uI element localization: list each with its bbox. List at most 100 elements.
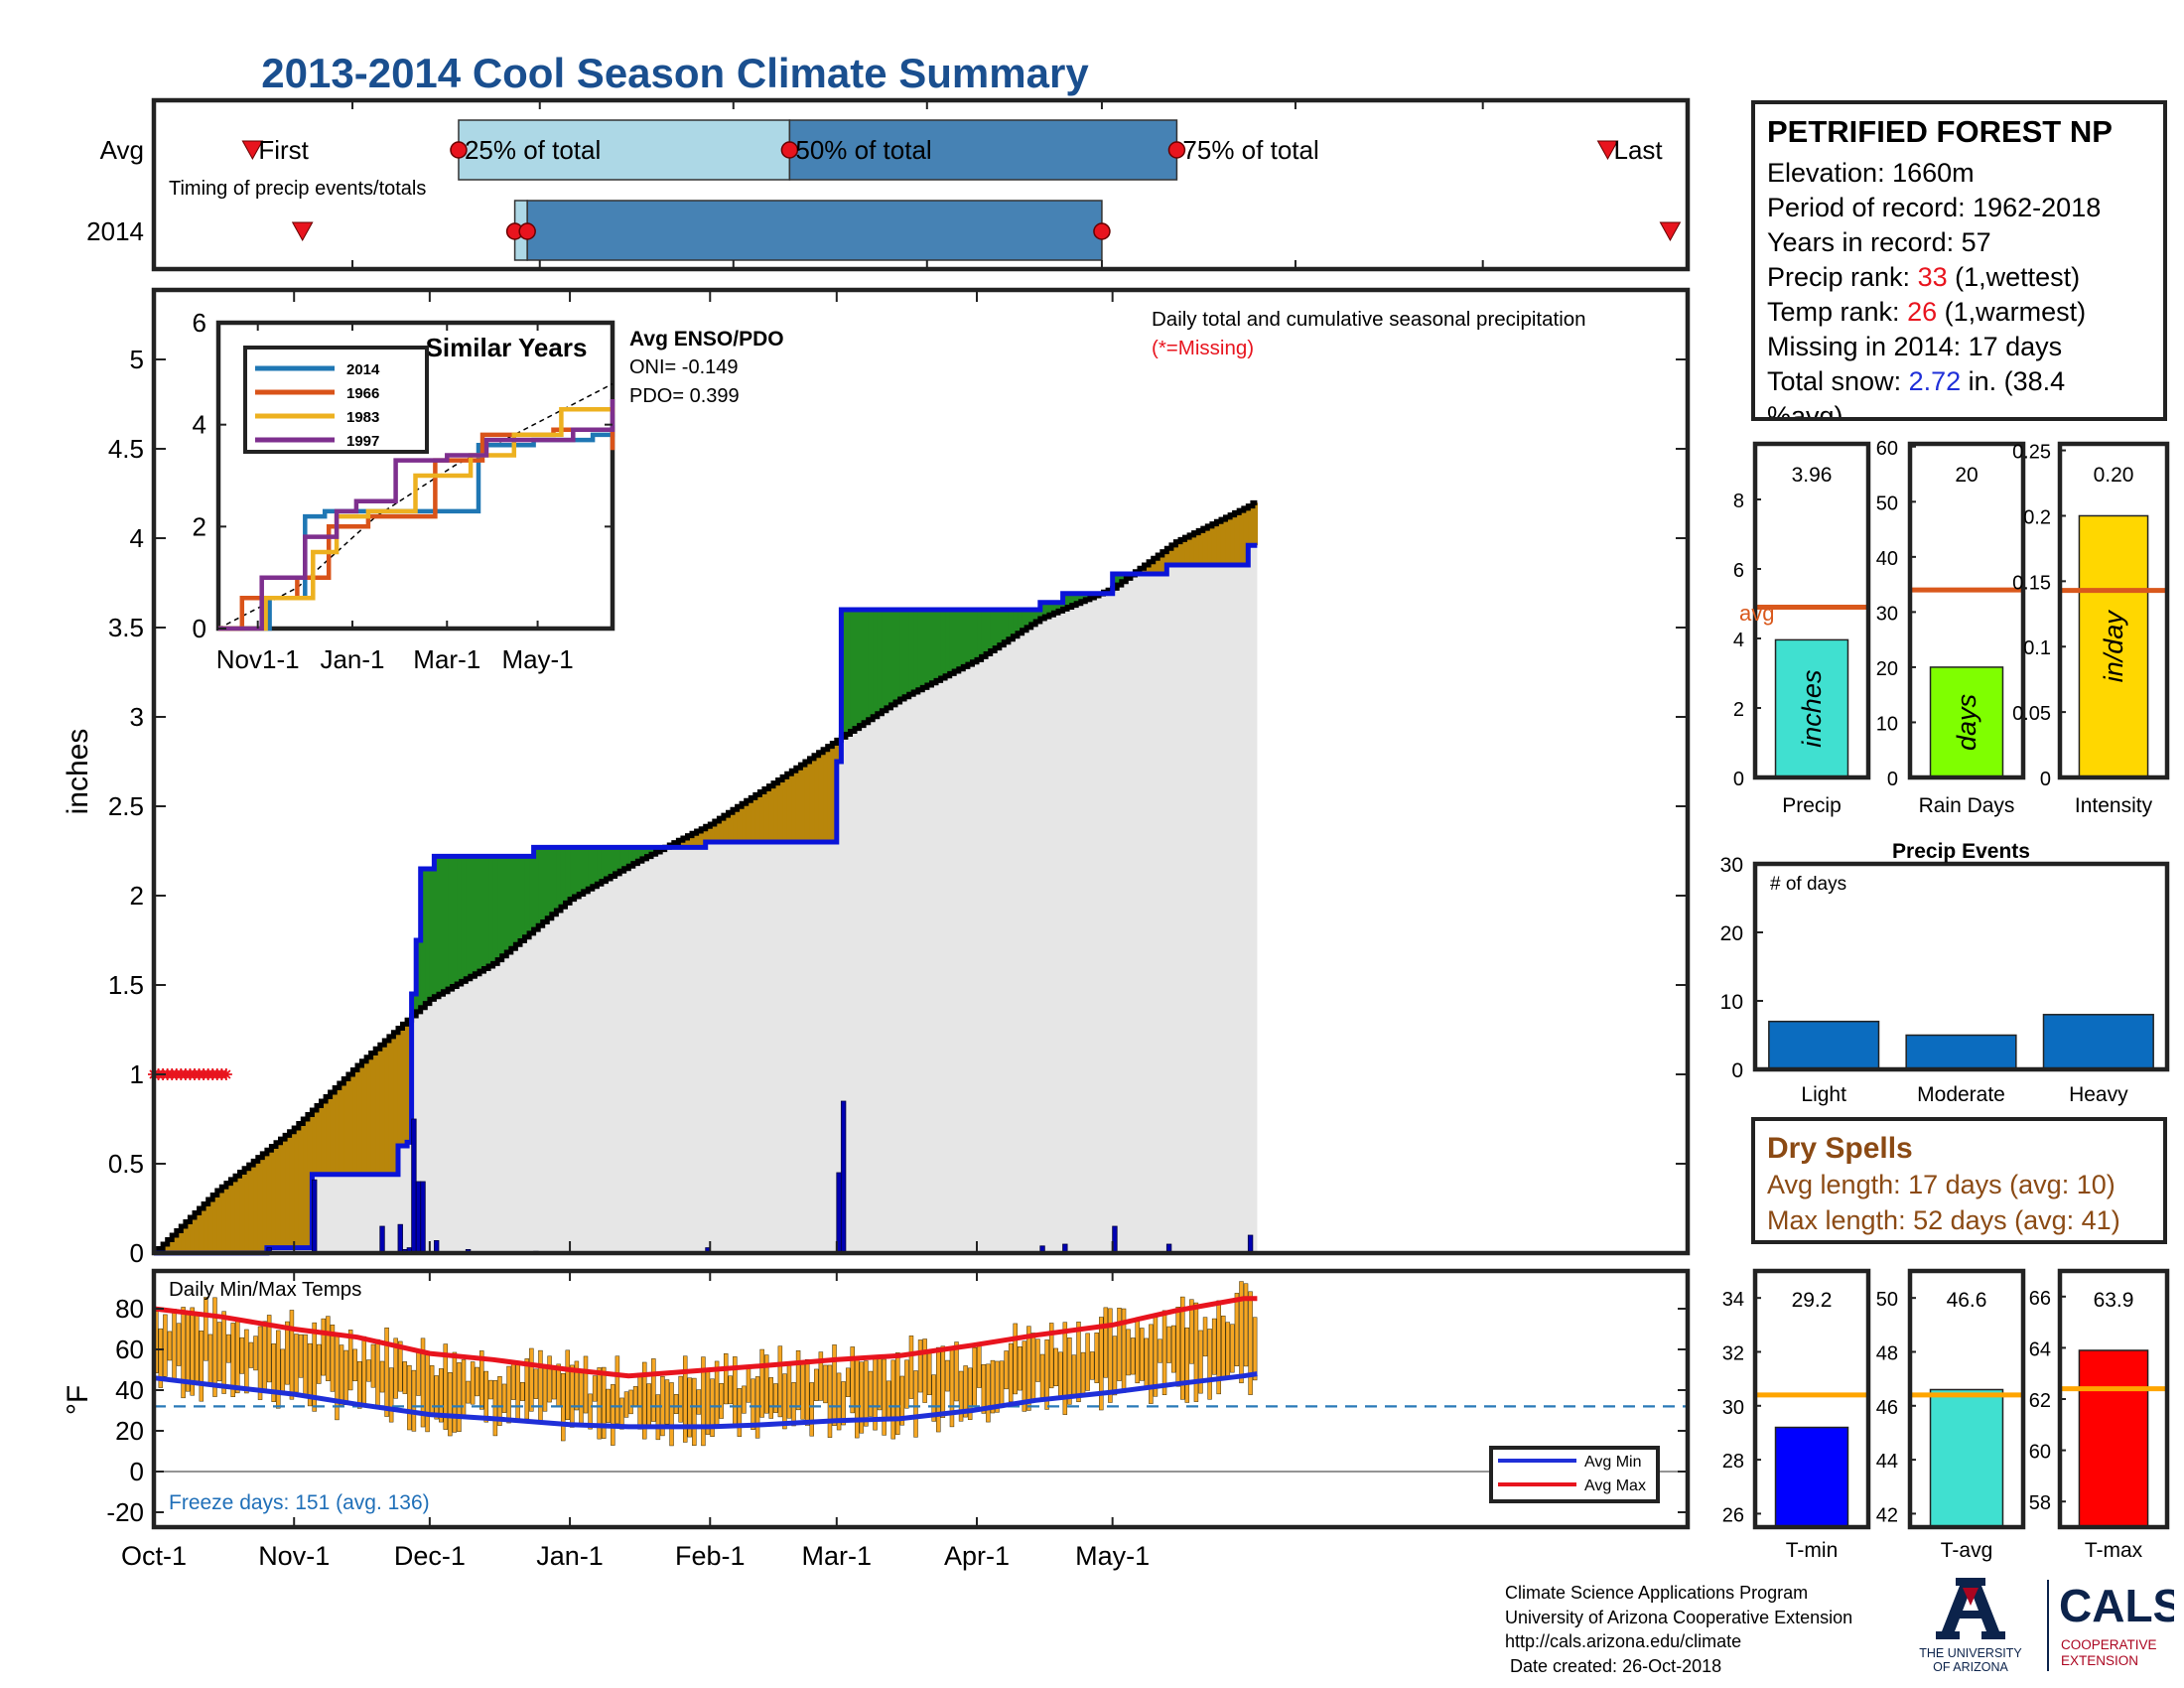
temp-summary-value-2: 63.9 — [2094, 1289, 2134, 1312]
missing-day-marker — [219, 1068, 232, 1080]
surplus-fill — [475, 856, 480, 974]
temp-mini-y-tick-label: 58 — [2029, 1492, 2051, 1514]
daily-temp-bar — [1225, 1322, 1231, 1377]
daily-temp-bar — [999, 1360, 1005, 1409]
deficit-fill — [746, 800, 751, 842]
daily-temp-bar — [1035, 1338, 1040, 1382]
deficit-fill — [347, 1074, 354, 1175]
temp-mini-y-tick-label: 42 — [1876, 1504, 1898, 1526]
daily-temp-bar — [931, 1374, 936, 1422]
mini-y-tick-label: 0.05 — [2012, 703, 2051, 725]
daily-temp-bar — [1144, 1337, 1150, 1389]
daily-temp-bar — [628, 1389, 633, 1415]
daily-temp-bar — [271, 1343, 276, 1402]
daily-temp-bar — [529, 1347, 534, 1412]
surplus-fill — [990, 610, 996, 651]
daily-temp-bar — [280, 1348, 286, 1395]
deficit-fill — [782, 776, 788, 842]
temp-rank-suffix: (1,warmest) — [1937, 297, 2087, 327]
y-tick-label: 3 — [130, 702, 144, 732]
precip-bar-label-0: inches — [1797, 670, 1827, 748]
daily-temp-bar — [253, 1336, 258, 1371]
x-tick-label: Dec-1 — [394, 1541, 466, 1571]
station-snow: Total snow: 2.72 in. (38.4 — [1767, 364, 2151, 399]
timing-avg-box-25-50 — [458, 119, 791, 181]
surplus-fill — [551, 847, 557, 914]
daily-temp-bar — [809, 1382, 814, 1437]
surplus-fill — [538, 847, 544, 926]
daily-temp-bar — [235, 1319, 240, 1394]
surplus-fill — [588, 847, 594, 890]
daily-temp-bar — [728, 1375, 733, 1405]
x-tick-label: Feb-1 — [675, 1541, 746, 1571]
precip-summary-bar-2 — [2078, 514, 2149, 778]
events-y-tick-label: 10 — [1720, 991, 1743, 1014]
temp-mini-y-tick-label: 62 — [2029, 1390, 2051, 1412]
daily-temp-bar — [506, 1365, 511, 1424]
deficit-fill — [339, 1083, 344, 1175]
temp-mini-frame-1 — [1907, 1268, 2026, 1530]
precip-rank-label: Precip rank: — [1767, 262, 1918, 292]
daily-temp-bar — [1161, 1310, 1167, 1395]
mini-y-tick-label: 0.2 — [2023, 506, 2051, 528]
daily-temp-bar — [1126, 1329, 1131, 1376]
daily-temp-bar — [163, 1314, 168, 1377]
surplus-fill — [977, 610, 983, 660]
deficit-fill — [275, 1142, 282, 1248]
daily-temp-bar — [818, 1351, 824, 1401]
precip-summary-value-1: 20 — [1955, 464, 1978, 487]
daily-temp-bar — [606, 1388, 612, 1423]
daily-temp-bar — [352, 1348, 357, 1382]
daily-temp-bar — [597, 1367, 602, 1440]
deficit-fill — [244, 1168, 250, 1253]
precip-bar-label-2: in/day — [2099, 610, 2128, 683]
deficit-fill — [352, 1069, 358, 1175]
temp-summary-bar-0 — [1774, 1426, 1849, 1528]
surplus-fill — [429, 869, 436, 1000]
deficit-fill — [212, 1195, 218, 1253]
x-tick-label: Nov-1 — [258, 1541, 330, 1571]
deficit-fill — [1239, 510, 1245, 565]
deficit-fill — [316, 1105, 323, 1175]
surplus-fill — [524, 856, 530, 937]
daily-temp-bar — [497, 1376, 502, 1426]
precip-mini-frame-1 — [1907, 441, 2026, 780]
daily-temp-bar — [167, 1331, 173, 1361]
daily-temp-bar — [637, 1372, 642, 1430]
daily-precip-bar — [379, 1225, 385, 1254]
temp-mini-y-tick-label: 32 — [1722, 1342, 1744, 1364]
daily-temp-bar — [384, 1327, 389, 1417]
daily-temp-bar — [317, 1343, 322, 1384]
temp-summary-bar-1 — [1929, 1388, 2004, 1528]
deficit-fill — [1252, 502, 1259, 546]
snow-label: Total snow: — [1767, 366, 1909, 396]
temp-category-label-2: T-max — [2085, 1539, 2143, 1562]
daily-temp-bar — [388, 1367, 394, 1423]
surplus-fill — [478, 856, 485, 972]
deficit-fill — [379, 1045, 385, 1175]
daily-temp-bar — [195, 1313, 200, 1382]
surplus-fill — [443, 856, 449, 992]
ua-logo-text-2: OF ARIZONA — [1933, 1660, 2008, 1673]
temp-y-tick-label: 40 — [115, 1375, 144, 1405]
legend-avg-min-label: Avg Min — [1584, 1454, 1642, 1471]
deficit-fill — [1189, 534, 1195, 565]
surplus-fill — [1044, 602, 1050, 618]
surplus-fill — [601, 847, 608, 882]
daily-temp-bar — [1112, 1336, 1118, 1396]
daily-temp-bar — [1193, 1302, 1199, 1402]
inset-y-tick-label: 2 — [193, 511, 206, 541]
daily-temp-bar — [289, 1310, 295, 1400]
deficit-fill — [312, 1110, 318, 1175]
surplus-fill — [606, 847, 612, 880]
mini-y-tick-label: 60 — [1876, 438, 1898, 460]
credits-line-1: Climate Science Applications Program — [1505, 1583, 1809, 1603]
deficit-fill — [814, 755, 820, 842]
legend-avg-max-label: Avg Max — [1584, 1477, 1646, 1494]
enso-pdo: PDO= 0.399 — [629, 385, 740, 407]
daily-temp-bar — [673, 1394, 679, 1415]
deficit-fill — [723, 815, 730, 842]
surplus-fill — [466, 856, 472, 979]
deficit-fill — [204, 1203, 209, 1253]
daily-temp-bar — [895, 1352, 900, 1435]
